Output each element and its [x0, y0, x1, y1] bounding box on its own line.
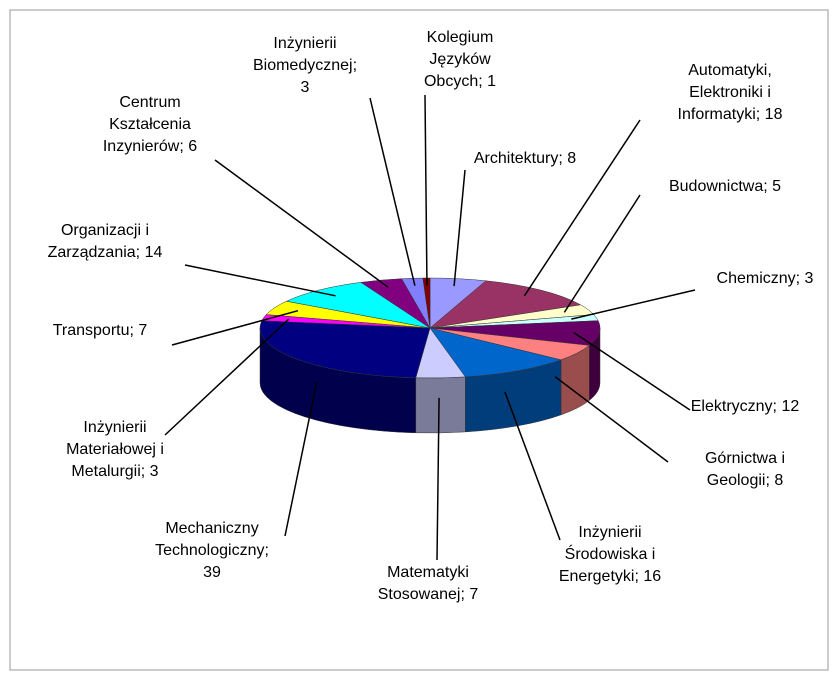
leader-line — [284, 381, 318, 537]
leader-line — [164, 318, 290, 436]
slice — [259, 320, 431, 379]
data-label: Inżynierii Biomedycznej; 3 — [253, 35, 357, 96]
data-label: Kolegium Języków Obcych; 1 — [424, 29, 496, 90]
data-label: Transportu; 7 — [53, 322, 148, 339]
slice-side — [415, 376, 466, 434]
data-label: Architektury; 8 — [474, 150, 576, 167]
leader-line — [573, 331, 691, 411]
leader-line — [436, 397, 440, 561]
leader-line — [214, 159, 389, 288]
leader-line — [571, 289, 696, 320]
data-label: Centrum Kształcenia Inzynierów; 6 — [103, 94, 197, 155]
leader-line — [369, 97, 416, 286]
leader-line — [184, 264, 336, 297]
data-label: Budownictwa; 5 — [669, 178, 781, 195]
leader-line — [171, 309, 299, 346]
data-label: Inżynierii Środowiska i Energetyki; 16 — [559, 524, 661, 585]
data-label: Organizacji i Zarządzania; 14 — [48, 222, 163, 261]
data-label: Inżynierii Materiałowej i Metalurgii; 3 — [66, 419, 164, 480]
data-label: Matematyki Stosowanej; 7 — [378, 564, 479, 603]
data-label: Chemiczny; 3 — [717, 270, 814, 287]
slice — [429, 280, 582, 329]
data-label: Mechaniczny Technologiczny; 39 — [155, 520, 269, 581]
data-label: Elektryczny; 12 — [691, 398, 800, 415]
slice-sides — [259, 327, 601, 434]
leader-line — [453, 169, 466, 287]
data-label: Górnictwa i Geologii; 8 — [705, 450, 785, 489]
leader-line — [424, 94, 428, 286]
leader-line — [523, 119, 641, 297]
slice-tops — [259, 277, 601, 379]
leader-lines — [164, 94, 696, 561]
data-label: Automatyki, Elektroniki i Informatyki; 18 — [678, 62, 783, 123]
leader-line — [563, 194, 641, 313]
leader-line — [554, 376, 669, 463]
leader-line — [504, 391, 561, 541]
slice — [429, 327, 562, 378]
